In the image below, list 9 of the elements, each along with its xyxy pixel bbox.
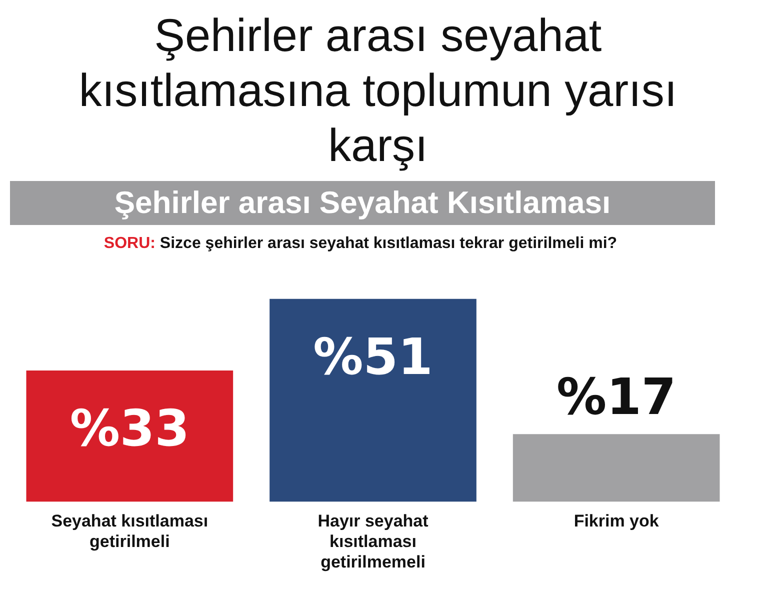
data-label: %51	[313, 328, 433, 386]
chart-title: Şehirler arası seyahat kısıtlamasına toplumun yarısı karşı	[78, 8, 678, 173]
text: SORU: Sizce şehirler arası seyahat kısıtlaması tekrar getirilmeli mi?	[104, 235, 618, 252]
data-label: %33	[70, 399, 190, 458]
data-label: %17	[556, 368, 676, 426]
x-tick-label: Hayır seyahat kısıtlaması getirilmemeli	[318, 512, 429, 572]
x-tick-label: Seyahat kısıtlaması getirilmeli	[51, 512, 208, 552]
chart-subtitle: Şehirler arası Seyahat Kısıtlaması	[10, 181, 715, 225]
x-tick-label: Fikrim yok	[574, 512, 660, 531]
